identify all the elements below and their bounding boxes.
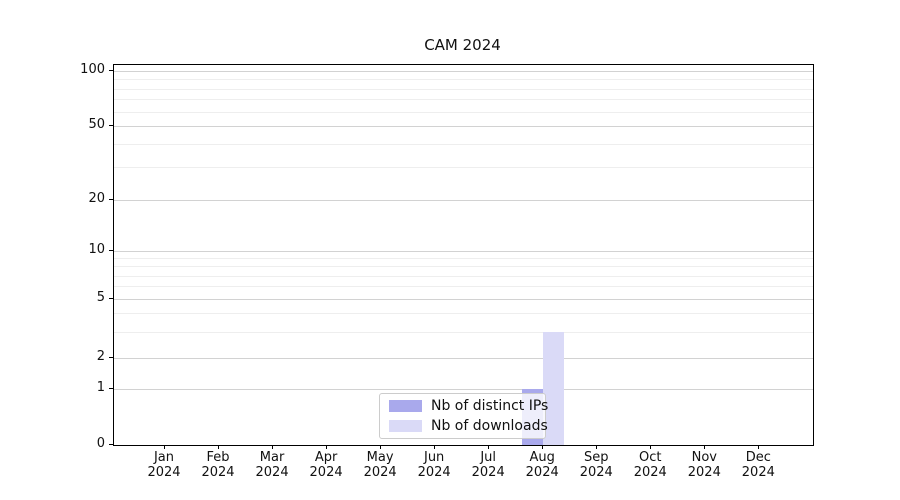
month-label: Oct	[639, 450, 662, 465]
year-label: 2024	[363, 465, 397, 480]
minor-gridline	[114, 111, 813, 113]
y-tick-mark	[109, 250, 113, 251]
minor-gridline	[114, 88, 813, 90]
x-tick-mark	[326, 445, 328, 449]
minor-gridline	[114, 286, 813, 288]
major-gridline	[114, 126, 813, 127]
major-gridline	[114, 389, 813, 390]
minor-gridline	[114, 79, 813, 81]
y-tick-label: 50	[88, 117, 105, 132]
y-tick-mark	[109, 357, 113, 358]
month-label: Aug	[529, 450, 555, 465]
legend: Nb of distinct IPs Nb of downloads	[379, 393, 548, 439]
y-tick-mark	[109, 444, 113, 445]
major-gridline	[114, 251, 813, 252]
month-label: Feb	[206, 450, 230, 465]
x-tick-mark	[164, 445, 165, 449]
x-tick-mark	[434, 445, 436, 449]
x-tick-label-feb: Feb 2024	[188, 450, 248, 480]
minor-gridline	[114, 167, 813, 169]
year-label: 2024	[579, 465, 613, 480]
major-gridline	[114, 200, 813, 201]
major-gridline	[114, 71, 813, 72]
y-tick-label: 100	[80, 62, 105, 77]
month-label: May	[366, 450, 394, 465]
y-tick-label: 20	[88, 191, 105, 206]
x-tick-mark	[218, 445, 220, 449]
downloads-bar	[543, 331, 565, 445]
major-gridline	[114, 358, 813, 359]
month-label: Mar	[259, 450, 285, 465]
x-tick-mark	[704, 445, 706, 449]
x-tick-mark	[596, 445, 598, 449]
minor-gridline	[114, 258, 813, 260]
x-tick-label-mar: Mar 2024	[242, 450, 302, 480]
year-label: 2024	[633, 465, 667, 480]
y-tick-label: 0	[96, 436, 105, 451]
y-tick-mark	[109, 199, 113, 200]
x-tick-label-may: May 2024	[350, 450, 410, 480]
year-label: 2024	[417, 465, 451, 480]
x-tick-label-jul: Jul 2024	[458, 450, 518, 480]
y-tick-label: 5	[96, 290, 105, 305]
month-label: Jun	[423, 450, 445, 465]
x-tick-label-aug: Aug 2024	[512, 450, 572, 480]
month-label: Dec	[745, 450, 771, 465]
x-tick-mark	[758, 445, 760, 449]
y-tick-mark	[109, 125, 113, 126]
downloads-swatch	[389, 420, 422, 432]
y-tick-mark	[109, 298, 113, 299]
y-tick-mark	[109, 388, 113, 389]
year-label: 2024	[471, 465, 505, 480]
x-tick-mark	[542, 445, 544, 449]
plot-area: Nb of distinct IPs Nb of downloads	[113, 64, 814, 446]
x-tick-mark	[380, 445, 382, 449]
chart-title: CAM 2024	[424, 36, 501, 54]
month-label: Sep	[583, 450, 609, 465]
minor-gridline	[114, 275, 813, 277]
x-tick-mark	[650, 445, 652, 449]
year-label: 2024	[147, 465, 181, 480]
legend-label: Nb of downloads	[431, 418, 548, 434]
minor-gridline	[114, 99, 813, 101]
minor-gridline	[114, 144, 813, 146]
month-label: Nov	[691, 450, 717, 465]
legend-label: Nb of distinct IPs	[431, 398, 549, 414]
distinct-ips-swatch	[389, 400, 422, 412]
x-tick-label-sep: Sep 2024	[566, 450, 626, 480]
x-tick-label-oct: Oct 2024	[620, 450, 680, 480]
month-label: Jul	[480, 450, 497, 465]
minor-gridline	[114, 266, 813, 268]
year-label: 2024	[741, 465, 775, 480]
x-tick-label-nov: Nov 2024	[674, 450, 734, 480]
major-gridline	[114, 299, 813, 300]
y-tick-label: 10	[88, 242, 105, 257]
month-label: Apr	[314, 450, 338, 465]
y-tick-mark	[109, 70, 113, 71]
year-label: 2024	[255, 465, 289, 480]
legend-entry-distinct-ips: Nb of distinct IPs	[389, 398, 548, 414]
month-label: Jan	[153, 450, 175, 465]
y-tick-label: 2	[96, 349, 105, 364]
y-tick-label: 1	[96, 380, 105, 395]
x-tick-label-jun: Jun 2024	[404, 450, 464, 480]
minor-gridline	[114, 331, 813, 333]
year-label: 2024	[309, 465, 343, 480]
x-tick-label-apr: Apr 2024	[296, 450, 356, 480]
year-label: 2024	[201, 465, 235, 480]
x-tick-label-dec: Dec 2024	[728, 450, 788, 480]
x-tick-label-jan: Jan 2024	[134, 450, 194, 480]
x-tick-mark	[272, 445, 274, 449]
legend-entry-downloads: Nb of downloads	[389, 418, 548, 434]
minor-gridline	[114, 313, 813, 315]
year-label: 2024	[687, 465, 721, 480]
year-label: 2024	[525, 465, 559, 480]
x-tick-mark	[488, 445, 490, 449]
